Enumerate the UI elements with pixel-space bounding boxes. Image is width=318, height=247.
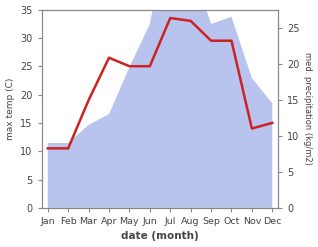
Y-axis label: med. precipitation (kg/m2): med. precipitation (kg/m2) bbox=[303, 52, 313, 165]
X-axis label: date (month): date (month) bbox=[121, 231, 199, 242]
Y-axis label: max temp (C): max temp (C) bbox=[5, 78, 15, 140]
